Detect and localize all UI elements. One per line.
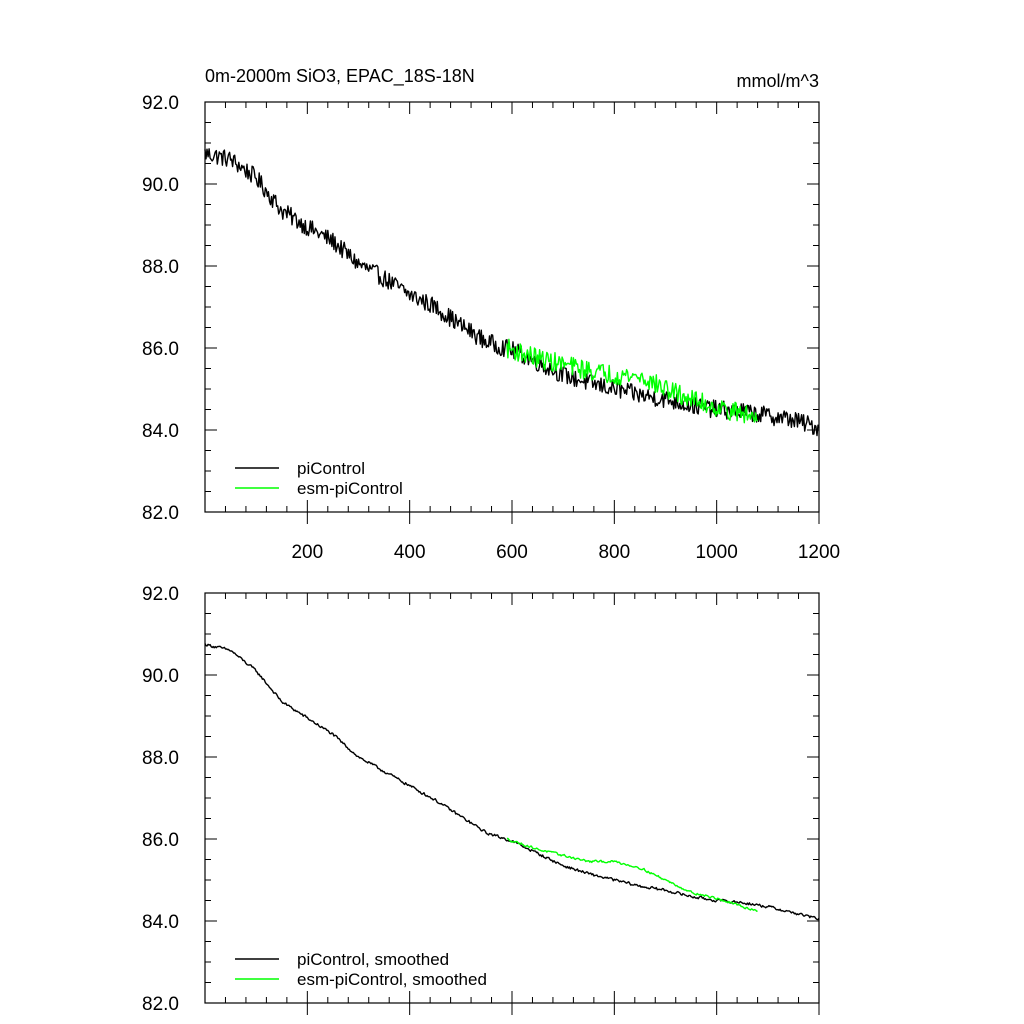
y-tick-label: 86.0 (142, 830, 179, 851)
units-label: mmol/m^3 (737, 71, 819, 91)
y-tick-label: 82.0 (142, 994, 179, 1015)
legend-label: esm-piControl (297, 479, 403, 498)
series-line-picontrol-smoothed (204, 643, 820, 921)
top-panel: 82.0 84.0 86.0 88.0 90.0 92.0 200 400 600 800 1000… (142, 66, 840, 563)
y-tick-label: 92.0 (142, 93, 179, 114)
legend-label: esm-piControl, smoothed (297, 970, 487, 989)
y-tick-label: 90.0 (142, 175, 179, 196)
y-tick-label: 88.0 (142, 257, 179, 278)
x-tick-label: 1200 (798, 542, 840, 563)
x-tick-label: 1000 (696, 542, 738, 563)
bottom-panel: 82.0 84.0 86.0 88.0 90.0 92.0 piControl, smoot… (142, 584, 820, 1015)
y-tick-label: 90.0 (142, 666, 179, 687)
chart-title: 0m-2000m SiO3, EPAC_18S-18N (205, 66, 475, 87)
series-line-esm-picontrol (506, 338, 758, 424)
y-tick-label: 84.0 (142, 912, 179, 933)
plot-frame (204, 592, 820, 1004)
y-tick-label: 86.0 (142, 339, 179, 360)
x-tick-label: 200 (291, 542, 323, 563)
legend-label: piControl (297, 459, 365, 478)
y-tick-label: 88.0 (142, 748, 179, 769)
series-line-esm-picontrol-smoothed (506, 837, 758, 912)
series-line-picontrol (204, 148, 820, 437)
x-tick-label: 600 (496, 542, 528, 563)
x-tick-label: 800 (598, 542, 630, 563)
y-tick-label: 92.0 (142, 584, 179, 605)
legend-label: piControl, smoothed (297, 950, 449, 969)
x-tick-label: 400 (394, 542, 426, 563)
y-tick-label: 84.0 (142, 421, 179, 442)
plot-frame (204, 101, 820, 513)
y-tick-label: 82.0 (142, 503, 179, 524)
